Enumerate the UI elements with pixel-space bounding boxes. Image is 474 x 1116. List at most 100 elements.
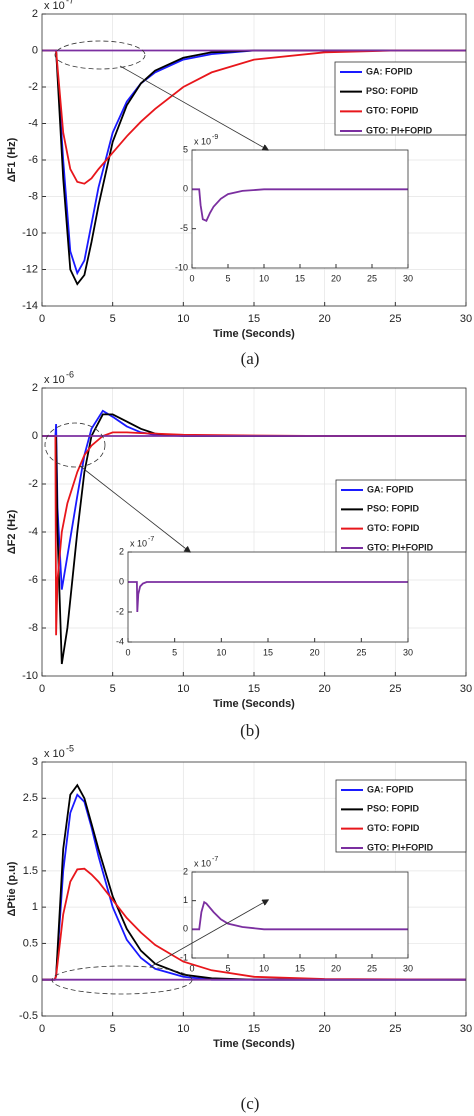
x-tick-label: 0	[189, 963, 194, 973]
zoom-ellipse	[54, 40, 146, 70]
plot-frame	[41, 13, 467, 307]
y-tick-label: 2	[32, 828, 38, 840]
x-tick-label: 10	[259, 273, 269, 283]
x-tick-label: 20	[310, 647, 320, 657]
zoom-ellipse	[44, 422, 106, 468]
y-tick-label: 2.5	[23, 792, 38, 804]
x-tick-label: 30	[460, 683, 472, 695]
legend-label: GTO: PI+FOPID	[367, 542, 434, 552]
x-tick-label: 25	[367, 963, 377, 973]
zoom-markers	[44, 40, 268, 995]
y-tick-label: -2	[28, 81, 38, 93]
y-tick-label: 0	[119, 576, 124, 586]
y-axis-label: ΔF2 (Hz)	[6, 509, 18, 554]
y-tick-label: 0	[32, 974, 38, 986]
y-scale-base: x 10	[194, 858, 211, 868]
x-tick-label: 25	[356, 647, 366, 657]
y-scale-base: x 10	[130, 538, 147, 548]
y-tick-label: -10	[22, 227, 38, 239]
x-tick-label: 5	[110, 313, 116, 325]
x-tick-label: 0	[39, 683, 45, 695]
y-scale-exponent: -9	[212, 134, 218, 141]
legend-label: GTO: FOPID	[366, 106, 419, 116]
caption: (c)	[241, 1094, 260, 1113]
plot-frame	[127, 551, 409, 643]
x-tick-label: 15	[248, 683, 260, 695]
x-tick-label: 25	[389, 683, 401, 695]
y-tick-label: -14	[22, 300, 38, 312]
y-tick-label: 0	[32, 44, 38, 56]
legend-label: GTO: FOPID	[367, 823, 420, 833]
y-scale-base: x 10	[44, 0, 65, 12]
x-tick-label: 10	[177, 1023, 189, 1035]
x-tick-label: 25	[367, 273, 377, 283]
zoom-arrow	[149, 900, 268, 968]
y-tick-label: 3	[32, 756, 38, 768]
zoom-arrow	[119, 65, 268, 150]
plot-frame	[191, 871, 409, 959]
y-tick-label: 2	[32, 8, 38, 20]
x-tick-label: 10	[216, 647, 226, 657]
legend-label: GTO: FOPID	[367, 523, 420, 533]
x-tick-label: 0	[125, 647, 130, 657]
legend-label: GA: FOPID	[367, 484, 414, 494]
y-scale-base: x 10	[194, 136, 211, 146]
x-tick-label: 5	[225, 963, 230, 973]
y-tick-label: -8	[28, 622, 38, 634]
series-line	[42, 431, 466, 636]
y-scale-exponent: -7	[148, 536, 154, 543]
x-tick-label: 20	[331, 273, 341, 283]
y-tick-label: 1.5	[23, 865, 38, 877]
y-tick-label: -5	[180, 223, 188, 233]
x-tick-label: 30	[460, 1023, 472, 1035]
x-tick-label: 15	[295, 963, 305, 973]
zoom-arrow	[79, 465, 190, 552]
y-scale-exponent: -5	[66, 743, 74, 753]
plot-area	[192, 872, 408, 958]
plot-frame	[41, 761, 467, 1017]
legend-label: GA: FOPID	[366, 66, 413, 76]
x-tick-label: 5	[225, 273, 230, 283]
x-tick-label: 25	[389, 1023, 401, 1035]
legend-label: GTO: PI+FOPID	[366, 125, 433, 135]
series-line	[192, 188, 408, 222]
x-tick-label: 15	[295, 273, 305, 283]
y-tick-label: -8	[28, 190, 38, 202]
y-tick-label: -10	[175, 262, 188, 272]
x-tick-label: 0	[39, 1023, 45, 1035]
y-tick-label: -6	[28, 574, 38, 586]
x-tick-label: 0	[189, 273, 194, 283]
x-axis-label: Time (Seconds)	[213, 328, 295, 340]
x-tick-label: 5	[172, 647, 177, 657]
legend-label: GTO: PI+FOPID	[367, 842, 434, 852]
y-tick-label: 2	[32, 382, 38, 394]
y-tick-label: -4	[28, 117, 38, 129]
y-scale-base: x 10	[44, 374, 65, 386]
x-tick-label: 10	[259, 963, 269, 973]
plot-area	[128, 552, 408, 642]
y-tick-label: -12	[22, 263, 38, 275]
x-tick-label: 15	[248, 1023, 260, 1035]
x-tick-label: 10	[177, 313, 189, 325]
y-tick-label: -1	[180, 952, 188, 962]
y-tick-label: -4	[116, 636, 124, 646]
plot-frame	[191, 149, 409, 269]
x-axis-label: Time (Seconds)	[213, 698, 295, 710]
y-scale-exponent: -7	[66, 0, 74, 5]
x-tick-label: 30	[403, 963, 413, 973]
series-line	[42, 867, 467, 981]
legend-box	[335, 479, 467, 553]
y-tick-label: 2	[119, 546, 124, 556]
y-axis-label: ΔPtie (p.u)	[6, 861, 18, 916]
x-axis-label: Time (Seconds)	[213, 1038, 295, 1050]
y-tick-label: 5	[183, 144, 188, 154]
legend-label: PSO: FOPID	[367, 504, 420, 514]
y-scale-base: x 10	[44, 748, 65, 760]
x-tick-label: 20	[319, 683, 331, 695]
y-tick-label: -2	[116, 606, 124, 616]
zoom-ellipse	[51, 965, 193, 995]
y-tick-label: -0.5	[19, 1010, 38, 1022]
legend-label: GA: FOPID	[367, 784, 414, 794]
series-line	[42, 783, 466, 981]
